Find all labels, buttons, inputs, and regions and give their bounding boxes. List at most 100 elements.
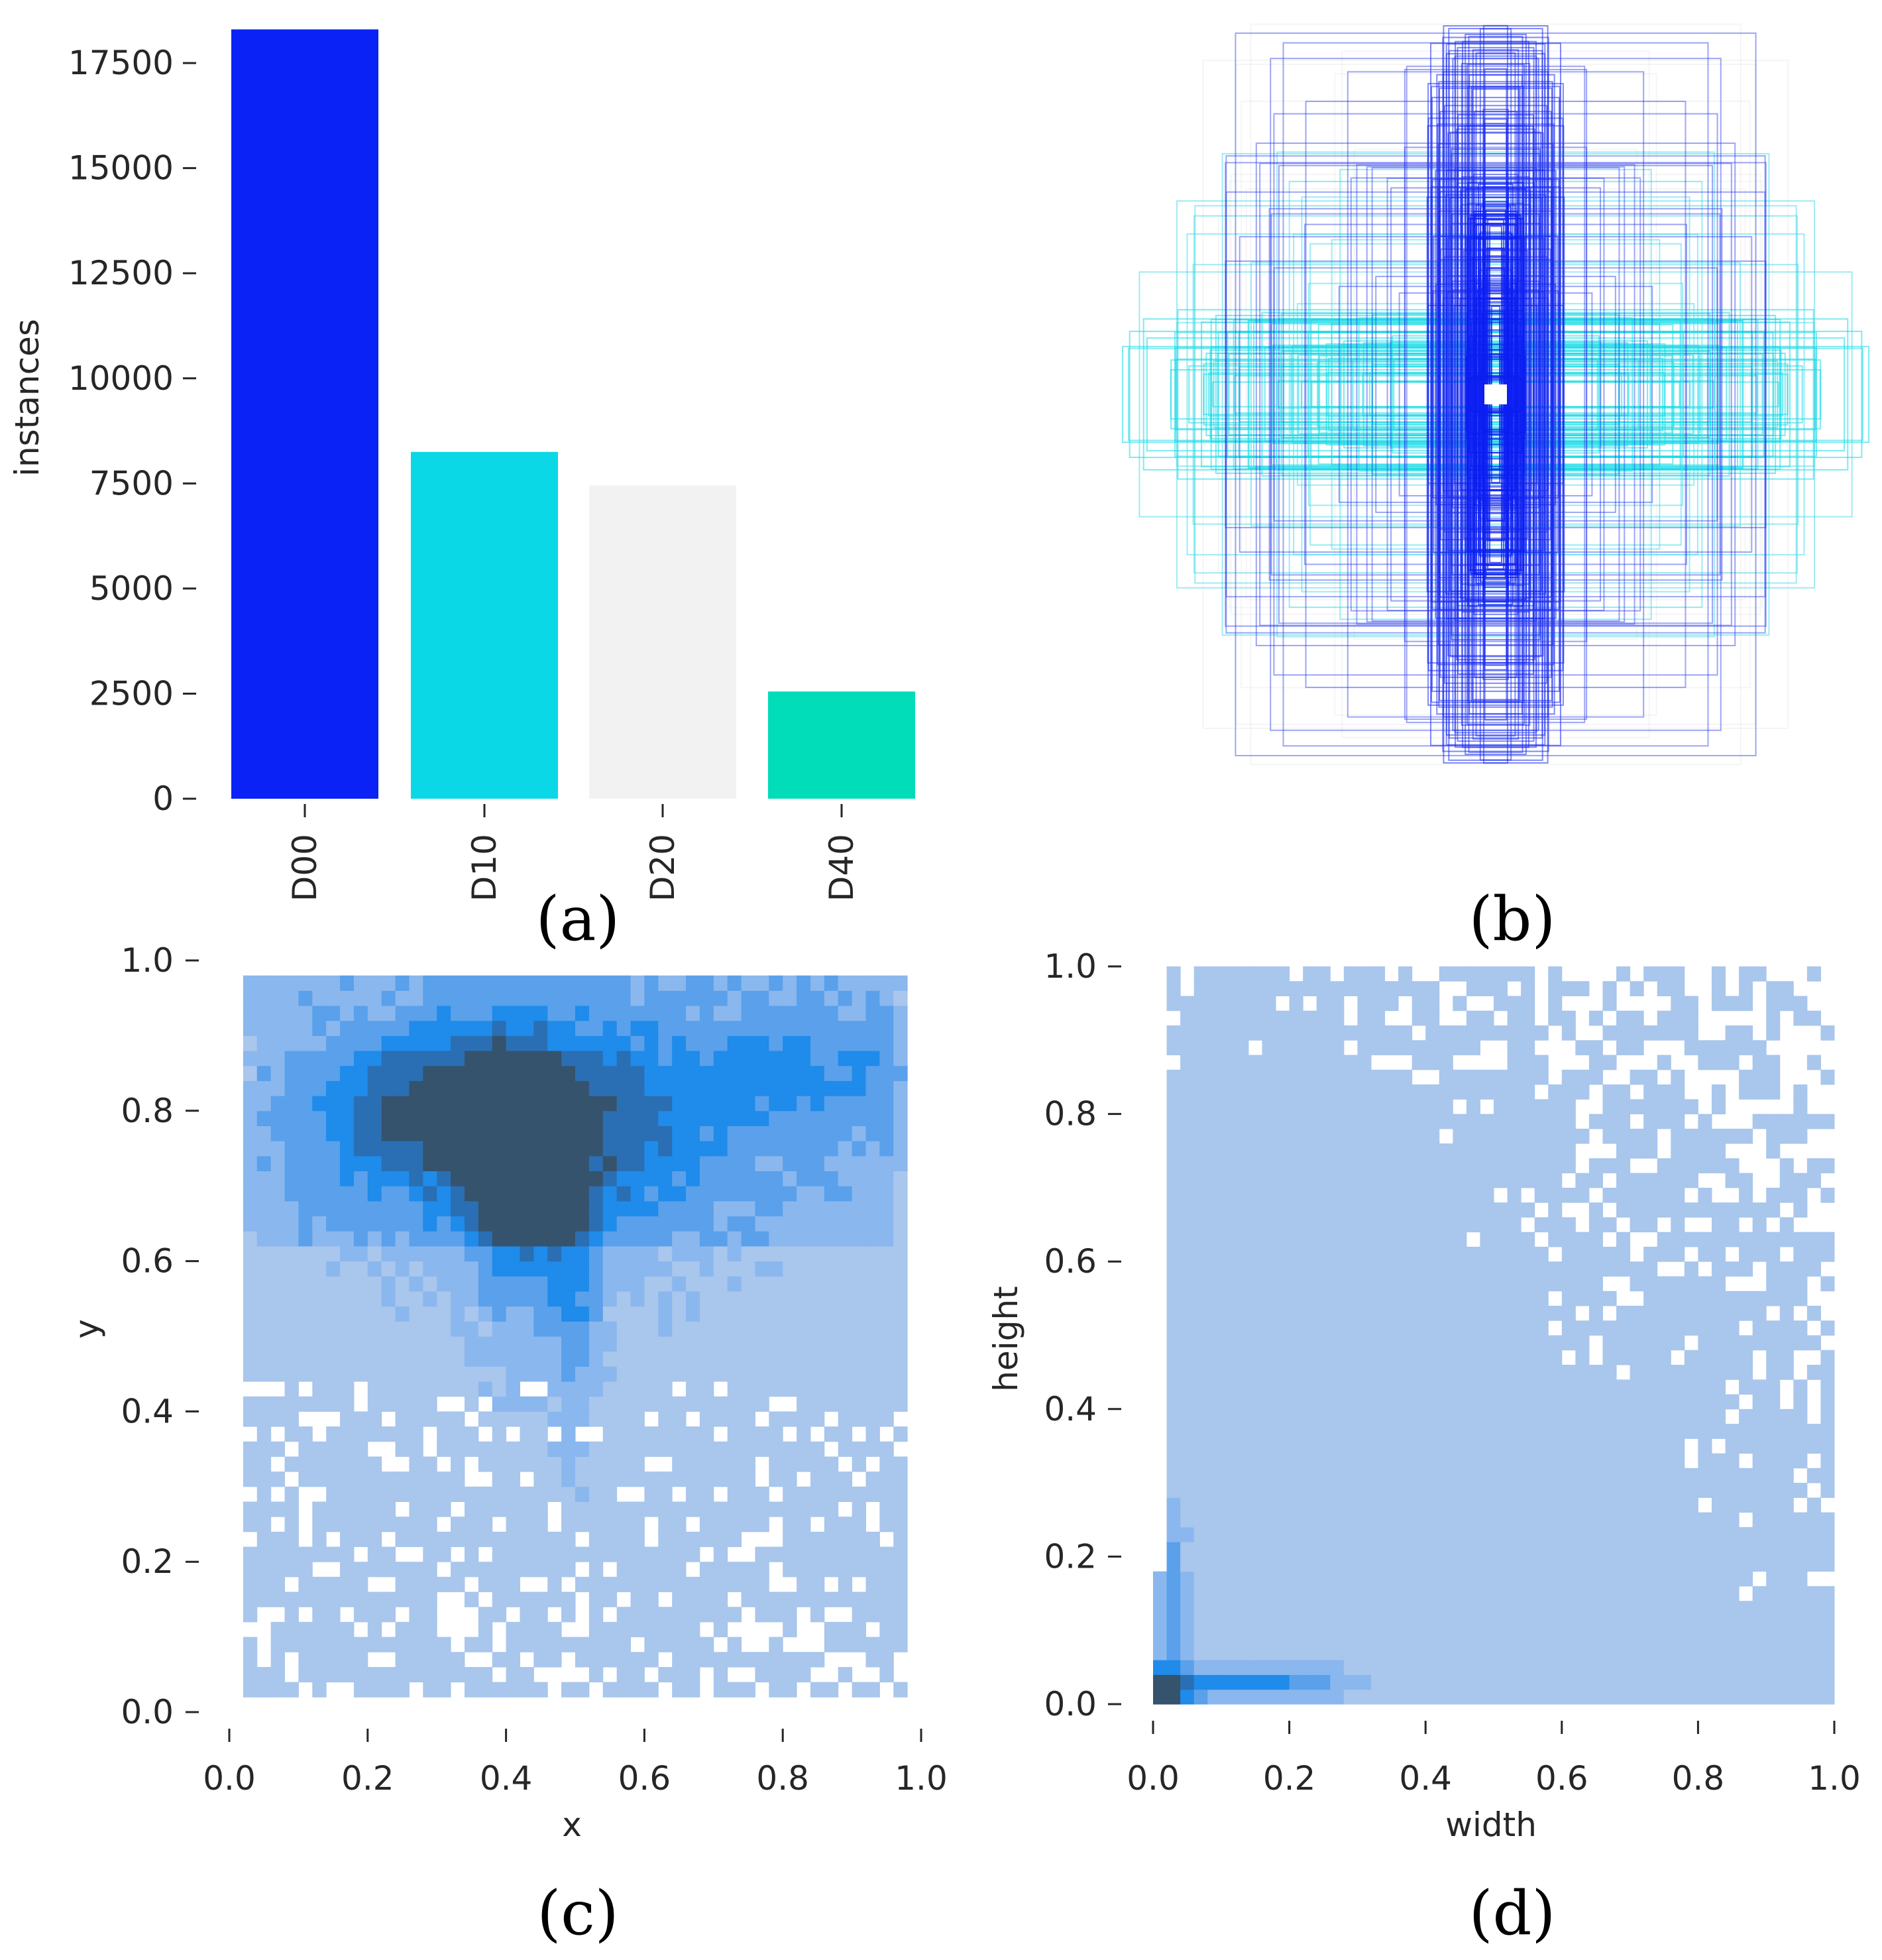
heatmap-cell xyxy=(1480,1497,1494,1513)
heatmap-cell xyxy=(1752,1246,1767,1262)
heatmap-cell xyxy=(1398,1512,1413,1528)
heatmap-cell xyxy=(1548,1010,1563,1026)
heatmap-cell xyxy=(727,1411,742,1427)
heatmap-cell xyxy=(1262,1424,1276,1439)
heatmap-cell xyxy=(1521,1232,1535,1247)
heatmap-cell xyxy=(478,1110,493,1126)
heatmap-cell xyxy=(243,1682,258,1698)
heatmap-cell xyxy=(1193,1128,1208,1144)
heatmap-cell xyxy=(1616,1187,1631,1203)
heatmap-cell xyxy=(1480,1320,1494,1336)
heatmap-cell xyxy=(1657,1644,1671,1660)
heatmap-cell xyxy=(1630,1660,1644,1675)
heatmap-cell xyxy=(1466,1556,1480,1572)
heatmap-cell xyxy=(326,1080,341,1096)
heatmap-cell xyxy=(1766,1497,1781,1513)
heatmap-cell xyxy=(381,1065,396,1081)
heatmap-cell xyxy=(367,1110,382,1126)
heatmap-cell xyxy=(1398,1173,1413,1188)
heatmap-cell xyxy=(1616,1438,1631,1454)
heatmap-cell xyxy=(865,1141,880,1157)
heatmap-cell xyxy=(727,1396,742,1412)
heatmap-cell xyxy=(755,990,769,1006)
heatmap-cell xyxy=(464,1441,479,1457)
heatmap-cell xyxy=(423,1637,437,1652)
heatmap-cell xyxy=(464,1291,479,1307)
x-axis-ticks: 0.0 0.2 0.4 0.6 0.8 1.0 xyxy=(203,1729,948,1798)
heatmap-cell xyxy=(409,1441,423,1457)
heatmap-cell xyxy=(1711,966,1726,982)
heatmap-cell xyxy=(464,1591,479,1607)
heatmap-cell xyxy=(1316,1276,1331,1292)
heatmap-cell xyxy=(1439,1055,1453,1070)
heatmap-cell xyxy=(1616,1143,1631,1159)
heatmap-cell xyxy=(326,1517,341,1532)
heatmap-cell xyxy=(1207,1585,1222,1601)
heatmap-cell xyxy=(1316,1585,1331,1601)
heatmap-cell xyxy=(256,1110,272,1126)
heatmap-cell xyxy=(1806,1055,1821,1070)
heatmap-cell xyxy=(367,1682,382,1698)
heatmap-cell xyxy=(1207,1114,1222,1129)
heatmap-cell xyxy=(686,1216,700,1232)
heatmap-cell xyxy=(423,1531,437,1548)
heatmap-cell xyxy=(658,1216,673,1232)
heatmap-cell xyxy=(1316,1674,1331,1690)
heatmap-cell xyxy=(1221,1630,1235,1646)
heatmap-cell xyxy=(755,1351,769,1367)
heatmap-cell xyxy=(312,1531,327,1548)
heatmap-cell xyxy=(1303,1542,1317,1557)
bbox-outline xyxy=(1138,271,1853,518)
heatmap-cell xyxy=(797,1051,811,1066)
heatmap-cell xyxy=(1752,1055,1767,1070)
heatmap-cell xyxy=(533,1141,548,1157)
heatmap-cell xyxy=(1180,1601,1195,1616)
heatmap-cell xyxy=(1425,1689,1440,1705)
heatmap-cell xyxy=(1779,1674,1794,1690)
bbox-outline xyxy=(1211,346,1781,443)
heatmap-cell xyxy=(1494,1217,1508,1233)
heatmap-cell xyxy=(1725,1424,1740,1439)
heatmap-cell xyxy=(616,1426,632,1442)
heatmap-cell xyxy=(1766,1394,1781,1410)
heatmap-cell xyxy=(1180,1084,1195,1100)
heatmap-cell xyxy=(1616,1542,1631,1557)
heatmap-cell xyxy=(243,1666,258,1683)
heatmap-cell xyxy=(1534,1320,1549,1336)
heatmap-cell xyxy=(298,1006,313,1021)
heatmap-cell xyxy=(630,1141,645,1157)
heatmap-cell xyxy=(1439,1202,1453,1218)
heatmap-cell xyxy=(1357,1601,1372,1616)
heatmap-cell xyxy=(1561,981,1576,997)
heatmap-cell xyxy=(1725,1173,1740,1188)
heatmap-cell xyxy=(464,1501,479,1517)
heatmap-cell xyxy=(1439,1187,1453,1203)
heatmap-cell xyxy=(1453,1556,1467,1572)
heatmap-cell xyxy=(1521,1409,1535,1424)
heatmap-cell xyxy=(1248,1365,1262,1380)
heatmap-cell xyxy=(520,1366,534,1382)
heatmap-cell xyxy=(1494,1601,1508,1616)
heatmap-cell xyxy=(1207,1644,1222,1660)
heatmap-cell xyxy=(672,1426,687,1442)
heatmap-cell xyxy=(1575,1601,1590,1616)
heatmap-cell xyxy=(1575,1527,1590,1542)
heatmap-cell xyxy=(284,1186,299,1202)
heatmap-cell xyxy=(1466,1010,1480,1026)
heatmap-cell xyxy=(852,1501,866,1517)
heatmap-cell xyxy=(699,990,714,1006)
heatmap-cell xyxy=(879,1261,894,1277)
heatmap-cell xyxy=(1262,1335,1276,1351)
heatmap-cell xyxy=(1248,1585,1262,1601)
heatmap-cell xyxy=(852,1306,866,1322)
heatmap-cell xyxy=(492,1291,507,1307)
heatmap-cell xyxy=(1466,1025,1480,1041)
heatmap-cell xyxy=(1289,1010,1303,1026)
heatmap-cell xyxy=(1820,1527,1835,1542)
heatmap-cell xyxy=(1466,1571,1480,1587)
heatmap-cell xyxy=(1480,1010,1494,1026)
heatmap-cell xyxy=(478,1607,493,1623)
heatmap-cell xyxy=(672,1501,687,1517)
heatmap-cell xyxy=(561,1231,576,1247)
heatmap-cell xyxy=(423,1351,437,1367)
